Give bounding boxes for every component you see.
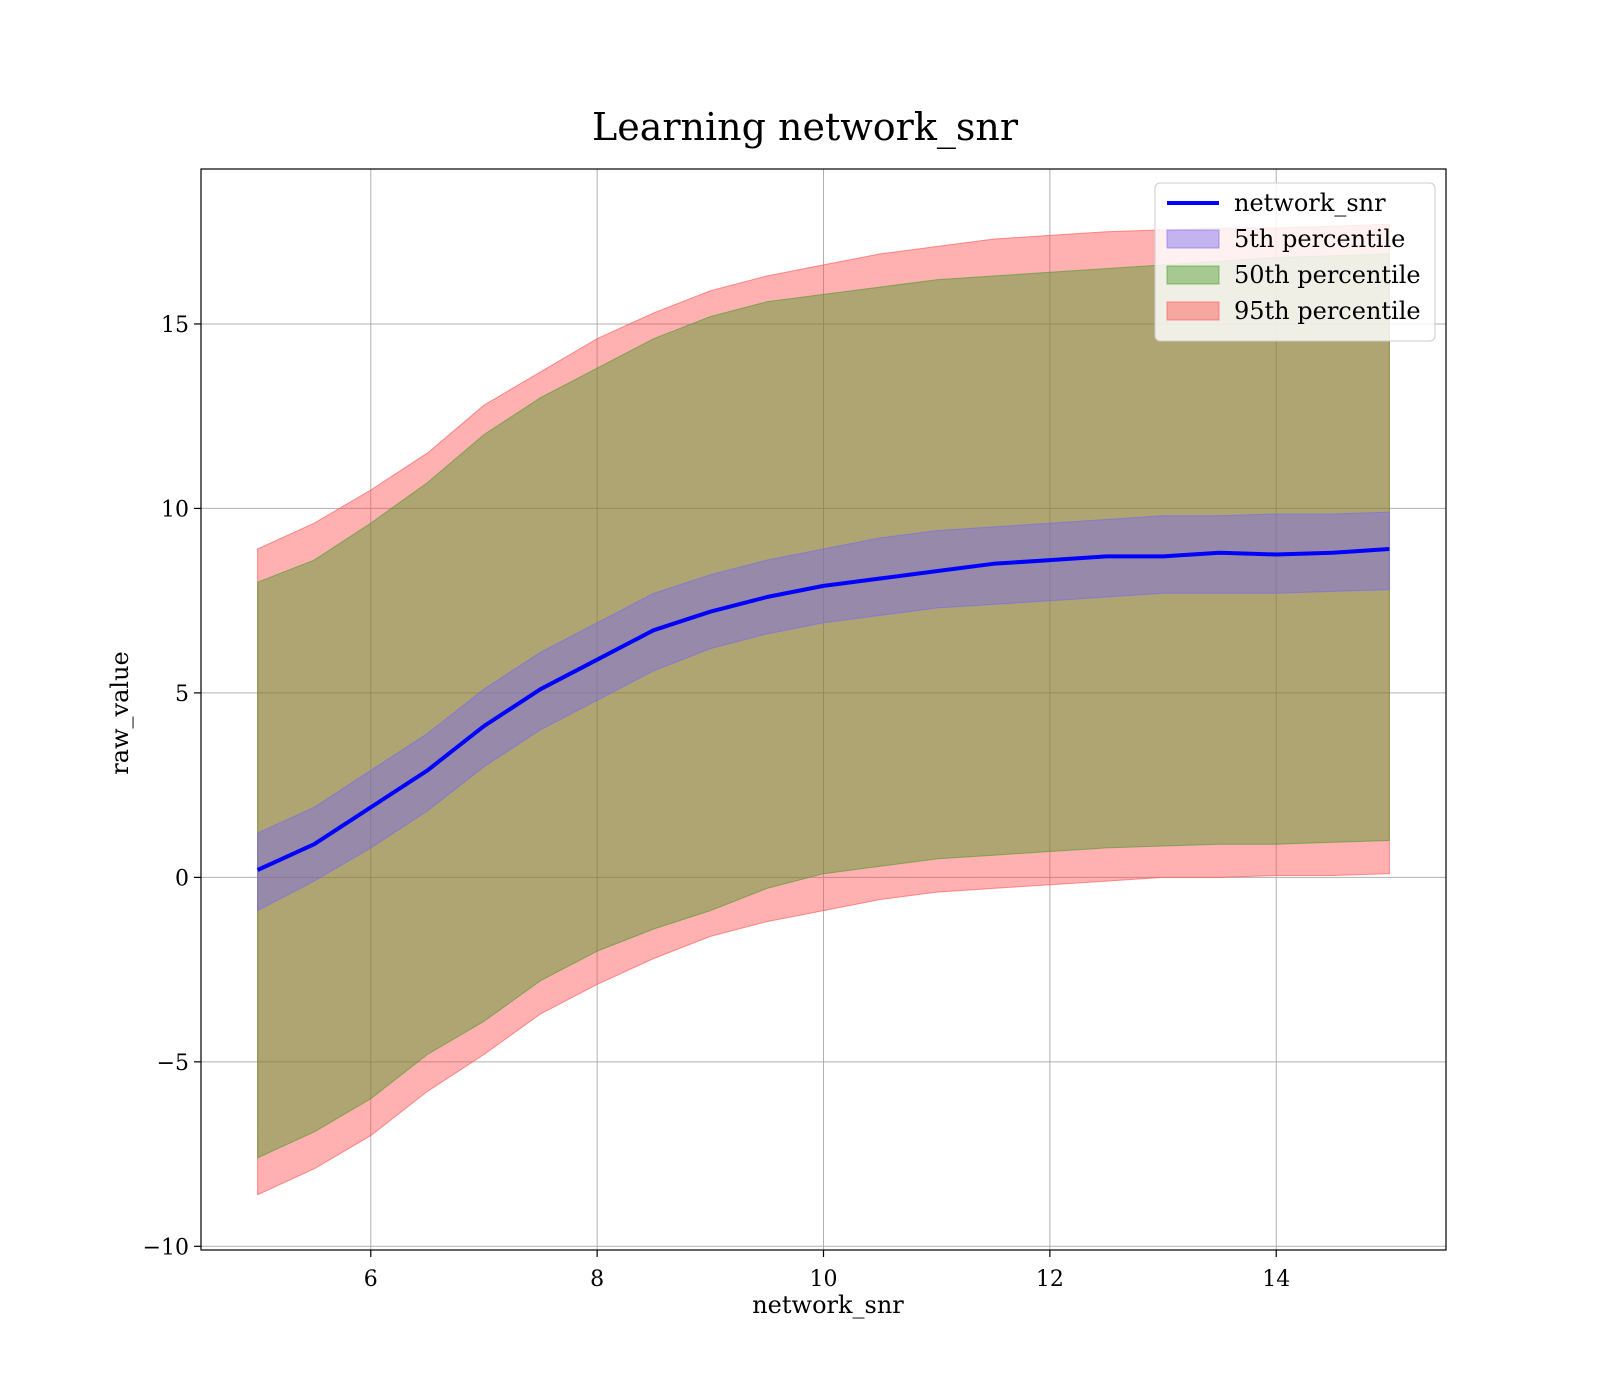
y-tick-label: −10	[143, 1235, 189, 1260]
x-tick-label: 12	[1036, 1267, 1064, 1292]
legend-label: network_snr	[1234, 189, 1386, 217]
band-5th-percentile	[257, 511, 1390, 912]
legend-swatch	[1166, 301, 1220, 321]
percentile-bands	[257, 223, 1390, 1196]
y-axis-ticks: −10 −5 0 5 10 15	[143, 313, 201, 1260]
band-50th-percentile	[257, 253, 1390, 1159]
x-axis-ticks: 6 8 10 12 14	[364, 1250, 1290, 1292]
y-tick-label: 15	[161, 313, 189, 338]
y-tick-label: 10	[161, 497, 189, 522]
legend-box	[1154, 182, 1436, 342]
legend-swatch	[1166, 229, 1220, 249]
x-axis-label: network_snr	[752, 1291, 904, 1319]
legend-label: 5th percentile	[1234, 225, 1405, 253]
legend-label: 95th percentile	[1234, 297, 1421, 325]
chart-title: Learning network_snr	[592, 105, 1019, 150]
y-axis-label: raw_value	[106, 651, 134, 775]
x-tick-label: 10	[810, 1267, 838, 1292]
band-95th-percentile	[257, 223, 1390, 1196]
x-tick-label: 6	[364, 1267, 378, 1292]
y-tick-label: 5	[175, 682, 189, 707]
legend-swatch	[1166, 265, 1220, 285]
y-tick-label: −5	[157, 1051, 189, 1076]
y-tick-label: 0	[175, 866, 189, 891]
x-tick-label: 14	[1262, 1267, 1290, 1292]
legend-label: 50th percentile	[1234, 261, 1421, 289]
grid	[201, 169, 1446, 1250]
x-tick-label: 8	[590, 1267, 604, 1292]
series-lines	[256, 547, 1390, 872]
line-network_snr	[256, 547, 1390, 872]
legend: network_snr 5th percentile 50th percentile…	[1154, 182, 1436, 342]
